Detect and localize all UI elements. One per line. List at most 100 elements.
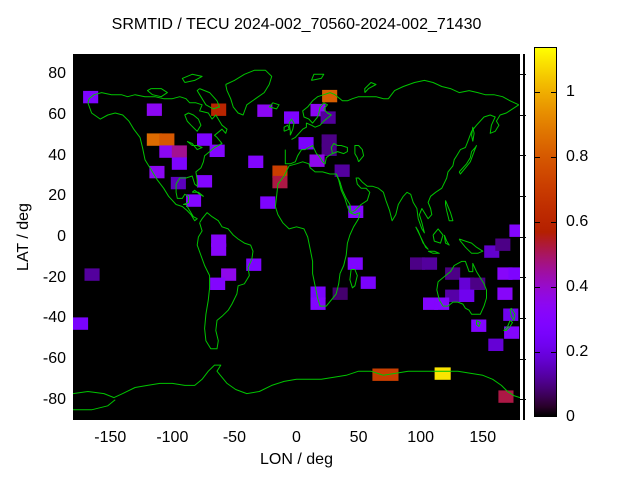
heatmap-cell bbox=[159, 133, 175, 146]
heatmap-cell bbox=[197, 133, 213, 146]
heatmap-cell bbox=[272, 165, 288, 178]
coastline-path bbox=[415, 226, 429, 250]
heatmap-cell bbox=[309, 154, 325, 167]
coastline-path bbox=[186, 140, 203, 151]
coastline-path bbox=[349, 269, 358, 289]
coastline-path bbox=[443, 234, 450, 246]
chart-title: SRMTID / TECU 2024-002_70560-2024-002_71… bbox=[111, 16, 482, 33]
coastline-path bbox=[73, 399, 116, 411]
heatmap-cell bbox=[310, 297, 326, 310]
coastline-path bbox=[184, 112, 202, 132]
colorbar-tick-label: 0.2 bbox=[566, 343, 589, 361]
heatmap-cell bbox=[146, 133, 162, 146]
heatmap-cell bbox=[284, 111, 300, 124]
coastline-path bbox=[458, 238, 484, 254]
coastline-path bbox=[196, 88, 220, 110]
coastline-path bbox=[283, 124, 290, 132]
colorbar-tick-label: 0.4 bbox=[566, 278, 589, 296]
coastline-path bbox=[427, 250, 440, 254]
coastline-path bbox=[330, 143, 348, 155]
heatmap-cell bbox=[410, 257, 426, 270]
y2-tick-mark bbox=[520, 277, 526, 279]
y-tick-label: -40 bbox=[42, 309, 66, 327]
coastline-path bbox=[191, 189, 204, 197]
coastline-path bbox=[471, 126, 475, 142]
heatmap-cell bbox=[298, 137, 314, 150]
colorbar-tick-mark bbox=[535, 91, 540, 93]
coastline-path bbox=[274, 161, 361, 307]
x-tick-label: 0 bbox=[292, 429, 301, 446]
coastline-path bbox=[73, 364, 520, 399]
heatmap-cell bbox=[211, 243, 227, 256]
colorbar bbox=[534, 47, 557, 417]
y-tick-label: -20 bbox=[42, 268, 66, 286]
heatmap-cell bbox=[497, 287, 513, 300]
coastline-path bbox=[432, 228, 444, 244]
y2-tick-mark bbox=[520, 73, 526, 75]
x-tick-label: -150 bbox=[94, 429, 127, 446]
heatmap-cell bbox=[445, 267, 461, 280]
y-tick-label: -80 bbox=[42, 390, 66, 408]
coastline-path bbox=[445, 200, 454, 222]
x-axis-label: LON / deg bbox=[260, 451, 333, 468]
heatmap-cell bbox=[495, 238, 511, 251]
colorbar-tick-mark bbox=[535, 221, 540, 223]
coastline-path bbox=[284, 145, 333, 165]
heatmap-cell bbox=[257, 104, 273, 117]
heatmap-cell bbox=[508, 267, 520, 280]
heatmap-cell bbox=[248, 155, 264, 168]
world-map-svg bbox=[73, 54, 520, 420]
colorbar-tick-label: 0 bbox=[566, 408, 575, 425]
coastline-path bbox=[509, 307, 516, 321]
heatmap-cell bbox=[509, 224, 520, 237]
y-tick-label: 80 bbox=[48, 65, 66, 83]
y-tick-label: -60 bbox=[42, 350, 66, 367]
coastline-path bbox=[354, 145, 365, 163]
coastline-path bbox=[288, 118, 295, 136]
colorbar-tick-mark bbox=[551, 91, 556, 93]
colorbar-tick-mark bbox=[551, 221, 556, 223]
heatmap-cell bbox=[159, 145, 175, 158]
y2-tick-mark bbox=[520, 236, 526, 238]
heatmap-cell bbox=[422, 257, 438, 270]
heatmap-cell bbox=[498, 390, 514, 403]
colorbar-tick-label: 0.6 bbox=[566, 213, 589, 231]
y2-tick-mark bbox=[520, 114, 526, 116]
coastline-path bbox=[268, 102, 280, 110]
coastline-path bbox=[181, 73, 203, 83]
heatmap-cell bbox=[149, 165, 165, 179]
y2-tick-mark bbox=[520, 195, 526, 197]
heatmap-cell bbox=[332, 287, 348, 300]
x-tick-label: -100 bbox=[156, 429, 189, 446]
heatmap-cell bbox=[310, 286, 326, 299]
heatmap-cell bbox=[459, 289, 475, 302]
map-plot bbox=[73, 54, 520, 420]
heatmap-cell bbox=[470, 277, 486, 290]
heatmap-cell bbox=[170, 176, 186, 190]
heatmap-cell bbox=[334, 164, 350, 177]
y-tick-label: 60 bbox=[48, 106, 66, 123]
colorbar-tick-mark bbox=[535, 156, 540, 158]
heatmap-cell bbox=[321, 143, 337, 156]
heatmap-cell bbox=[171, 157, 187, 170]
colorbar-tick-label: 1 bbox=[566, 83, 575, 101]
heatmap-cell bbox=[197, 175, 213, 188]
y-tick-label: 0 bbox=[57, 228, 66, 245]
colorbar-tick-label: 0.8 bbox=[566, 148, 589, 166]
heatmap-cell bbox=[211, 103, 227, 116]
coastline-path bbox=[476, 319, 481, 327]
heatmap-cell bbox=[347, 257, 363, 270]
heatmap-cell bbox=[84, 268, 100, 281]
y2-tick-mark bbox=[520, 317, 526, 319]
coastline-path bbox=[147, 88, 168, 98]
heatmap-cell bbox=[73, 317, 89, 330]
heatmap-cell bbox=[322, 89, 338, 103]
map-background bbox=[73, 54, 520, 420]
heatmap-cell bbox=[210, 277, 226, 290]
y-tick-label: 40 bbox=[48, 146, 66, 164]
heatmap-cell bbox=[434, 367, 451, 380]
x-tick-label: -50 bbox=[222, 429, 246, 446]
heatmap-cell bbox=[146, 103, 162, 116]
heatmap-cell bbox=[171, 145, 187, 158]
